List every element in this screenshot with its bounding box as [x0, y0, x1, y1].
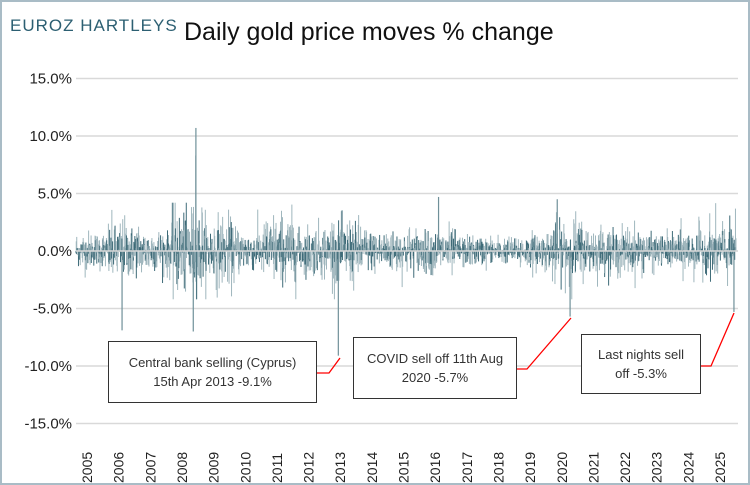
y-tick-label: 0.0%: [38, 243, 72, 260]
x-tick-label: 2013: [332, 452, 348, 483]
x-tick-label: 2008: [174, 452, 190, 483]
x-tick-label: 2024: [680, 452, 696, 483]
x-tick-label: 2016: [427, 452, 443, 483]
x-tick-label: 2023: [649, 452, 665, 483]
annotation-cyprus: Central bank selling (Cyprus) 15th Apr 20…: [108, 341, 317, 403]
x-tick-label: 2019: [522, 452, 538, 483]
annotation-line: 15th Apr 2013 -9.1%: [153, 374, 272, 389]
x-tick-label: 2021: [585, 452, 601, 483]
annotation-leader-line: [517, 317, 572, 370]
x-tick-label: 2025: [712, 452, 728, 483]
x-tick-label: 2012: [301, 452, 317, 483]
annotation-leader-line: [701, 312, 735, 367]
x-tick-label: 2007: [142, 452, 158, 483]
x-tick-label: 2020: [554, 452, 570, 483]
chart-title: Daily gold price moves % change: [184, 18, 554, 46]
annotation-last-night: Last nights sell off -5.3%: [581, 334, 701, 394]
y-tick-label: 10.0%: [29, 128, 72, 145]
x-tick-label: 2022: [617, 452, 633, 483]
annotation-line: 2020 -5.7%: [401, 370, 469, 385]
x-tick-label: 2015: [396, 452, 412, 483]
x-tick-label: 2011: [269, 453, 285, 483]
y-tick-label: 5.0%: [38, 186, 72, 203]
x-tick-label: 2018: [490, 452, 506, 483]
annotation-covid: COVID sell off 11th Aug 2020 -5.7%: [353, 337, 517, 399]
annotation-line: Last nights sell: [598, 347, 684, 362]
x-tick-label: 2005: [79, 452, 95, 483]
annotation-line: Central bank selling (Cyprus): [128, 355, 297, 370]
y-tick-label: -10.0%: [24, 358, 72, 375]
annotation-line: COVID sell off 11th Aug: [366, 351, 504, 366]
x-tick-label: 2014: [364, 452, 380, 483]
x-tick-label: 2017: [459, 452, 475, 483]
y-tick-label: 15.0%: [29, 71, 72, 88]
x-tick-label: 2010: [237, 452, 253, 483]
y-tick-label: -15.0%: [24, 416, 72, 433]
x-tick-label: 2009: [206, 452, 222, 483]
x-tick-label: 2006: [111, 452, 127, 483]
y-tick-label: -5.0%: [33, 301, 72, 318]
annotation-line: off -5.3%: [615, 366, 667, 381]
annotation-leader-line: [317, 357, 341, 374]
logo: EUROZ HARTLEYS: [10, 16, 178, 35]
